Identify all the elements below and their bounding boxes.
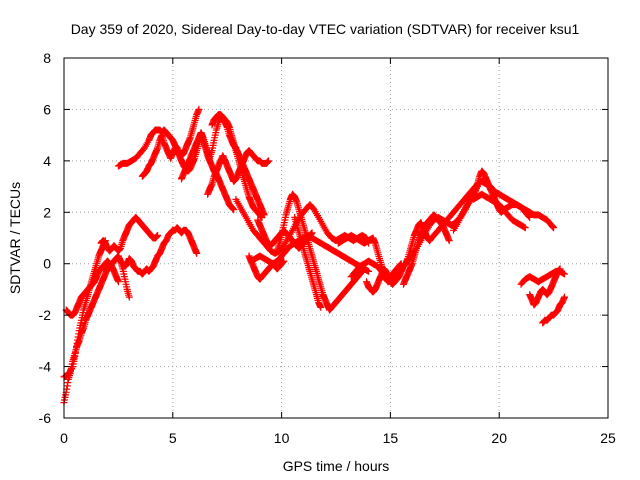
- series-arc-3: [62, 257, 122, 319]
- x-axis-label: GPS time / hours: [283, 458, 390, 474]
- x-tick-label: 20: [491, 430, 507, 446]
- data-point-markers: [291, 213, 325, 311]
- y-tick-label: 2: [43, 204, 51, 220]
- y-axis-label: SDTVAR / TECUs: [7, 182, 23, 294]
- series-arc-23: [469, 190, 529, 232]
- series-arc-5: [114, 224, 201, 278]
- x-tick-label: 10: [274, 430, 290, 446]
- y-tick-label: 0: [43, 256, 51, 272]
- plot-frame: [63, 57, 609, 419]
- y-tick-label: 8: [43, 50, 51, 66]
- data-point-markers: [539, 293, 568, 327]
- data-point-markers: [245, 252, 288, 283]
- data-point-markers: [526, 265, 564, 309]
- y-tick-label: -4: [39, 359, 52, 375]
- data-point-markers: [114, 224, 201, 278]
- data-point-markers: [400, 211, 453, 288]
- series-arc-4: [97, 213, 162, 255]
- series-arc-20: [400, 211, 453, 288]
- data-point-markers: [97, 213, 162, 255]
- series-arc-16: [291, 213, 325, 311]
- x-tick-label: 0: [60, 430, 68, 446]
- series-arc-15: [273, 190, 366, 314]
- x-tick-label: 15: [383, 430, 399, 446]
- data-point-markers: [273, 190, 366, 314]
- y-tick-label: 4: [43, 153, 51, 169]
- data-point-markers: [208, 111, 266, 221]
- series-arc-25: [526, 265, 564, 309]
- series-arc-10: [208, 111, 266, 221]
- y-tick-label: -6: [39, 410, 52, 426]
- data-point-markers: [469, 190, 529, 232]
- series-arc-14: [245, 252, 288, 283]
- chart-title: Day 359 of 2020, Sidereal Day-to-day VTE…: [71, 21, 580, 37]
- x-tick-label: 25: [600, 430, 616, 446]
- series-arc-22: [450, 167, 534, 234]
- y-tick-label: -2: [39, 307, 52, 323]
- axis-ticks: 0 5 10 15 20 25 -6 -4 -2 0 2 4 6 8: [39, 50, 616, 446]
- gridlines: [64, 58, 608, 418]
- data-point-markers: [62, 257, 122, 319]
- data-point-markers: [450, 167, 534, 234]
- y-tick-label: 6: [43, 101, 51, 117]
- x-tick-label: 5: [169, 430, 177, 446]
- series-arc-26: [539, 293, 568, 327]
- data-points: [60, 105, 568, 407]
